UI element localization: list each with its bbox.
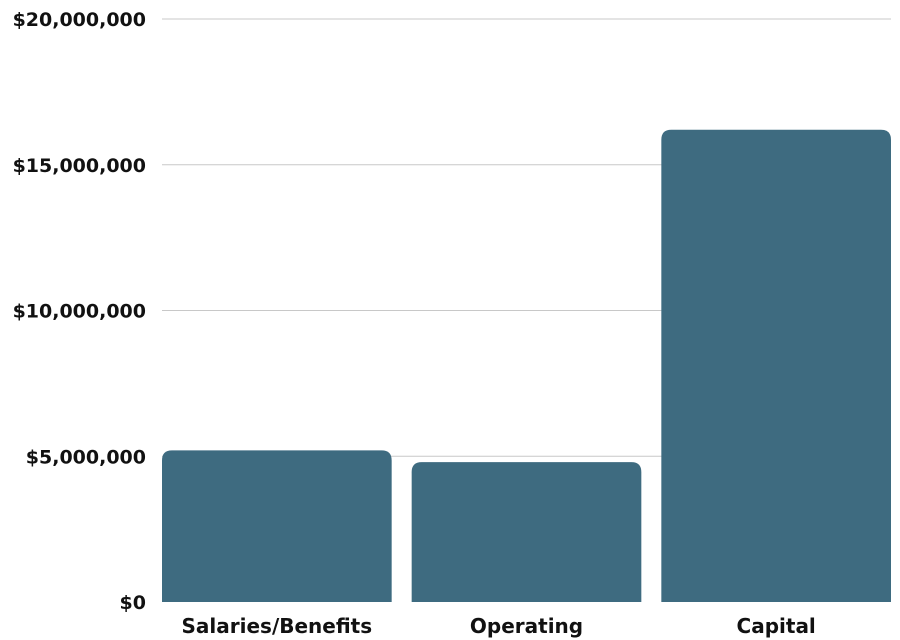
bar-salaries-benefits <box>162 450 392 602</box>
bar-operating <box>411 462 642 602</box>
x-category-label: Salaries/Benefits <box>182 614 373 638</box>
y-tick-label: $15,000,000 <box>13 155 146 177</box>
bar-capital <box>661 129 891 602</box>
x-category-label: Operating <box>470 614 583 638</box>
x-category-label: Capital <box>737 614 816 638</box>
y-axis-tick-labels: $0 $5,000,000 $10,000,000 $15,000,000 $20,00… <box>13 9 146 614</box>
y-tick-label: $20,000,000 <box>13 9 146 31</box>
y-tick-label: $0 <box>120 592 146 614</box>
x-axis-category-labels: Salaries/Benefits Operating Capital <box>182 614 816 638</box>
y-tick-label: $10,000,000 <box>13 301 146 323</box>
y-tick-label: $5,000,000 <box>26 446 146 468</box>
bars <box>162 129 891 602</box>
